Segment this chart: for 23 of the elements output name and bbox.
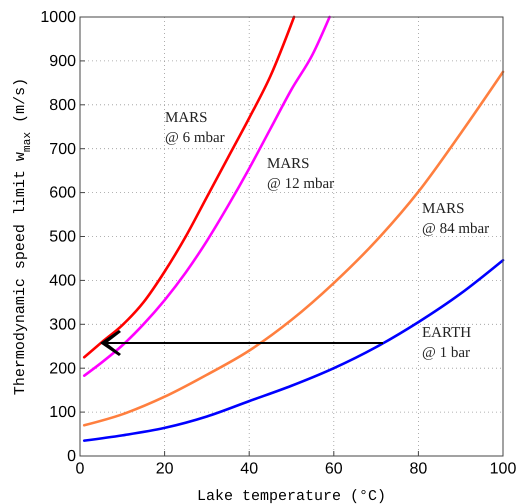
x-tick-label: 60	[324, 460, 343, 478]
y-tick-label: 500	[49, 228, 76, 246]
x-tick-label: 40	[240, 460, 258, 478]
line-series	[82, 70, 504, 427]
y-tick-label: 800	[49, 96, 76, 114]
y-tick-label: 400	[49, 272, 76, 290]
x-tick-label: 20	[156, 460, 174, 478]
y-tick-label: 0	[67, 448, 76, 466]
x-tick-label: 100	[490, 460, 516, 478]
y-tick-label: 100	[49, 404, 76, 422]
line-series	[82, 258, 504, 442]
series-label: MARS @ 84 mbar	[422, 201, 490, 237]
x-axis-title: Lake temperature (°C)	[196, 488, 386, 504]
series-label: MARS @ 6 mbar	[165, 110, 225, 146]
series-label: MARS @ 12 mbar	[267, 156, 334, 192]
y-tick-label: 700	[49, 140, 76, 158]
y-tick-label: 300	[49, 316, 76, 334]
y-tick-label: 600	[49, 184, 76, 202]
y-tick-label: 900	[49, 53, 76, 70]
y-tick-label: 200	[49, 360, 76, 378]
x-tick-label: 80	[410, 460, 428, 478]
y-tick-label: 1000	[40, 9, 76, 26]
series-label: EARTH @ 1 bar	[422, 325, 472, 361]
